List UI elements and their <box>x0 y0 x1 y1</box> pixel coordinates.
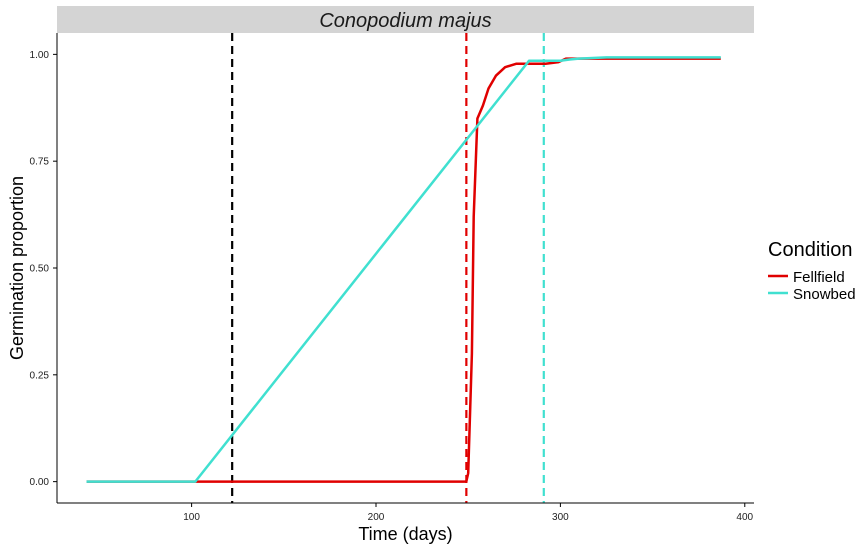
legend-label-snowbed: Snowbed <box>793 286 856 303</box>
legend-title: Condition <box>768 239 853 261</box>
x-tick-label-200: 200 <box>368 512 385 523</box>
x-tick-label-300: 300 <box>552 512 569 523</box>
series-line-fellfield <box>86 57 721 483</box>
y-tick-label-4: 1.00 <box>30 50 50 61</box>
reference-lines <box>231 33 545 503</box>
series-line-snowbed <box>86 56 721 483</box>
y-axis-ticks: 0.00 0.25 0.50 0.75 1.00 <box>30 50 57 488</box>
x-axis-title: Time (days) <box>358 524 452 544</box>
x-tick-label-400: 400 <box>736 512 753 523</box>
y-axis-title: Germination proportion <box>7 176 27 360</box>
y-tick-label-0: 0.00 <box>30 477 50 488</box>
legend: Condition Fellfield Snowbed <box>768 239 856 303</box>
facet-title: Conopodium majus <box>319 10 491 32</box>
y-tick-label-1: 0.25 <box>30 370 50 381</box>
y-tick-label-3: 0.75 <box>30 157 50 168</box>
y-tick-label-2: 0.50 <box>30 264 50 275</box>
x-tick-label-100: 100 <box>183 512 200 523</box>
series-lines <box>86 56 721 483</box>
legend-label-fellfield: Fellfield <box>793 269 845 286</box>
x-axis-ticks: 100 200 300 400 <box>183 503 754 523</box>
facet-strip <box>57 6 754 33</box>
